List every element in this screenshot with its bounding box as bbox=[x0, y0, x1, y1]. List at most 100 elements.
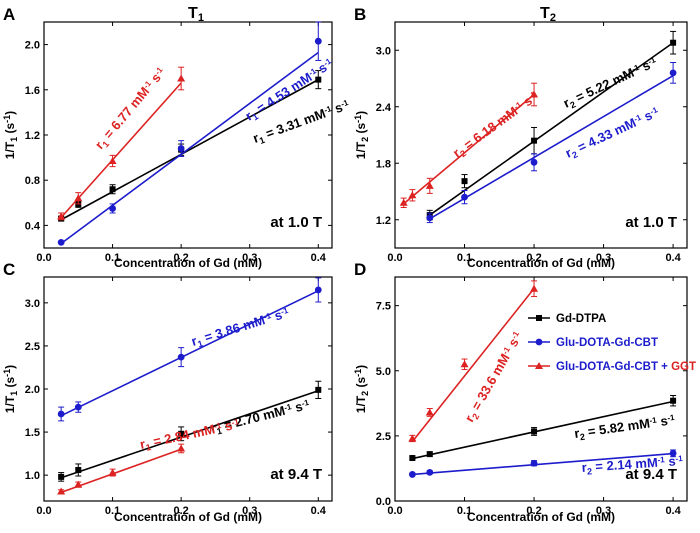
y-tick-label: 7.5 bbox=[376, 301, 391, 313]
x-tick-label: 0.2 bbox=[173, 505, 188, 517]
fit-line bbox=[60, 290, 319, 417]
panel-title: T2 bbox=[540, 5, 556, 24]
data-point bbox=[109, 205, 116, 212]
fit-line bbox=[403, 93, 535, 205]
y-axis-label: 1/T2 (s-1) bbox=[353, 365, 369, 413]
data-point bbox=[408, 434, 417, 442]
data-point bbox=[408, 471, 416, 478]
data-point bbox=[57, 410, 65, 418]
fit-line bbox=[412, 452, 674, 476]
data-point bbox=[670, 397, 677, 404]
y-axis-label: 1/T1 (s-1) bbox=[2, 365, 18, 413]
y-tick-label: 1.6 bbox=[25, 85, 40, 97]
x-tick-label: 0.0 bbox=[387, 505, 402, 517]
data-point bbox=[530, 459, 538, 467]
field-strength-label: at 1.0 T bbox=[270, 214, 322, 231]
fit-line bbox=[429, 74, 674, 220]
data-point bbox=[314, 286, 322, 294]
data-point bbox=[57, 212, 66, 220]
series-triangle: r2 = 33.6 mM-1 s-1 bbox=[408, 280, 539, 443]
x-tick-label: 0.3 bbox=[242, 252, 257, 264]
data-point bbox=[74, 480, 83, 488]
data-point bbox=[409, 455, 416, 462]
data-point bbox=[177, 353, 185, 361]
legend-marker bbox=[535, 338, 543, 346]
y-tick-label: 1.8 bbox=[376, 158, 391, 170]
data-point bbox=[74, 194, 83, 202]
fit-line bbox=[60, 448, 182, 494]
data-point bbox=[178, 430, 185, 437]
y-tick-label: 3.0 bbox=[25, 298, 40, 310]
series-triangle: r1 = 2.84 mM-1 s-1 bbox=[57, 416, 242, 495]
x-tick-label: 0.1 bbox=[457, 252, 472, 264]
panel-title: T1 bbox=[188, 5, 204, 24]
relaxivity-annotation: r2 = 5.22 mM-1 s-1 bbox=[561, 54, 660, 112]
data-point bbox=[315, 386, 322, 393]
x-tick-label: 0.4 bbox=[311, 505, 327, 517]
legend: Gd-DTPA Glu-DOTA-Gd-CBT Glu-DOTA-Gd-CBT + … bbox=[528, 313, 696, 373]
data-point bbox=[58, 473, 65, 480]
data-point bbox=[531, 428, 538, 435]
data-point bbox=[461, 193, 468, 201]
data-point bbox=[426, 214, 434, 222]
series-circle: r2 = 2.14 mM-1 s-1 bbox=[408, 449, 684, 478]
plot-frame bbox=[394, 21, 688, 249]
data-point bbox=[530, 90, 539, 98]
panel-letter: A bbox=[3, 5, 15, 24]
data-point bbox=[108, 156, 117, 164]
fit-line bbox=[60, 51, 319, 245]
relaxivity-annotation: r2 = 6.18 mM-1 s-1 bbox=[450, 88, 542, 161]
x-tick-label: 0.0 bbox=[36, 505, 51, 517]
field-strength-label: at 1.0 T bbox=[625, 214, 677, 231]
legend-marker bbox=[536, 315, 542, 321]
y-tick-label: 2.0 bbox=[25, 40, 40, 52]
relaxivity-annotation: r1 = 3.86 mM-1 s-1 bbox=[189, 305, 291, 351]
x-tick-label: 0.1 bbox=[105, 252, 120, 264]
data-point bbox=[460, 360, 469, 368]
x-tick-label: 0.3 bbox=[596, 252, 611, 264]
panel-letter: D bbox=[354, 260, 366, 279]
data-point bbox=[408, 191, 417, 199]
x-tick-label: 0.1 bbox=[457, 505, 472, 517]
y-tick-label: 0.4 bbox=[25, 220, 41, 232]
relaxivity-annotation: r2 = 2.14 mM-1 s-1 bbox=[581, 453, 684, 477]
data-point bbox=[530, 158, 538, 166]
y-tick-label: 3.0 bbox=[376, 45, 391, 57]
x-axis-label: Concentration of Gd (mM) bbox=[114, 256, 262, 270]
fit-line bbox=[60, 82, 182, 219]
data-point bbox=[426, 468, 434, 476]
data-point bbox=[108, 468, 117, 476]
series-square: r2 = 5.82 mM-1 s-1 bbox=[409, 395, 677, 462]
data-point bbox=[57, 487, 66, 495]
data-point bbox=[531, 137, 538, 144]
x-tick-label: 0.4 bbox=[665, 252, 681, 264]
y-tick-label: 2.5 bbox=[25, 341, 40, 353]
x-axis-label: Concentration of Gd (mM) bbox=[114, 510, 262, 524]
data-point bbox=[426, 451, 433, 458]
y-tick-label: 0.0 bbox=[376, 496, 391, 508]
fit-line bbox=[60, 78, 319, 221]
y-tick-label: 2.0 bbox=[25, 384, 40, 396]
panel-c: 0.0 0.1 0.2 0.3 0.4 1.0 1.5 2.0 2.5 3.0 Concentrat… bbox=[2, 260, 333, 524]
data-point bbox=[669, 449, 677, 457]
relaxivity-annotation: r1 = 2.84 mM-1 s-1 bbox=[139, 416, 242, 453]
data-point bbox=[315, 76, 322, 83]
x-axis-label: Concentration of Gd (mM) bbox=[467, 256, 615, 270]
x-tick-label: 0.0 bbox=[387, 252, 402, 264]
panel-d: 0.0 0.1 0.2 0.3 0.4 0.0 2.5 5.0 7.5 Concentration… bbox=[353, 260, 688, 524]
y-tick-label: 2.4 bbox=[376, 102, 392, 114]
y-axis-label: 1/T1 (s-1) bbox=[2, 111, 18, 159]
relaxivity-annotation: r2 = 33.6 mM-1 s-1 bbox=[462, 329, 527, 426]
x-tick-label: 0.0 bbox=[36, 252, 51, 264]
data-point bbox=[109, 186, 116, 193]
panel-letter: C bbox=[3, 260, 15, 279]
data-point bbox=[530, 284, 539, 292]
x-axis-label: Concentration of Gd (mM) bbox=[467, 510, 615, 524]
y-tick-label: 1.2 bbox=[25, 130, 40, 142]
y-tick-label: 0.8 bbox=[25, 175, 40, 187]
data-point bbox=[670, 39, 677, 46]
panel-b: 0.0 0.1 0.2 0.3 0.4 1.2 1.8 2.4 3.0 Concentration… bbox=[353, 5, 688, 270]
legend-label: Glu-DOTA-Gd-CBT + GGT bbox=[556, 361, 696, 373]
legend-entry: Glu-DOTA-Gd-CBT + GGT bbox=[528, 361, 696, 373]
legend-entry: Gd-DTPA bbox=[528, 313, 606, 325]
